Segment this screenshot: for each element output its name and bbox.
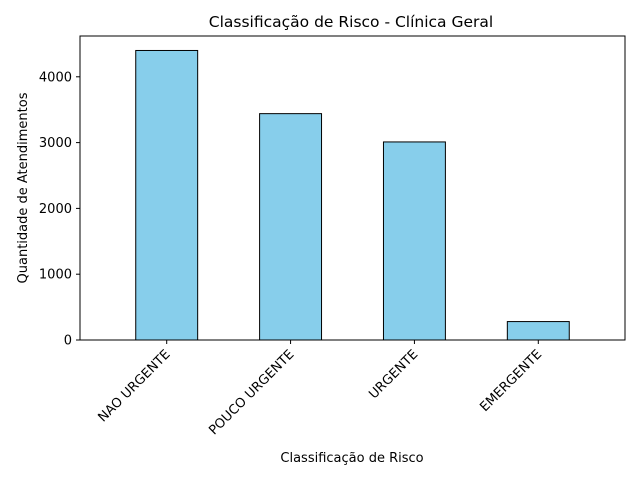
y-tick-label: 2000 [39, 202, 72, 217]
y-axis-label: Quantidade de Atendimentos [16, 92, 31, 283]
bar-pouco-urgente [259, 113, 323, 341]
bar-emergente [506, 321, 570, 341]
bar-urgente [382, 141, 446, 341]
y-tick-label: 4000 [39, 70, 72, 85]
x-axis-label: Classificação de Risco [280, 451, 423, 466]
y-tick-label: 0 [64, 334, 72, 349]
y-tick-label: 1000 [39, 268, 72, 283]
y-tick-label: 3000 [39, 136, 72, 151]
plot-area: 0 1000 2000 3000 4000 NAO URGENTE POUCO URGENT… [39, 35, 626, 438]
bar-nao-urgente [135, 49, 199, 341]
x-tick-label: URGENTE [366, 347, 421, 402]
x-tick-label: POUCO URGENTE [206, 347, 297, 438]
plot-frame [79, 35, 626, 341]
x-tick-label: EMERGENTE [477, 347, 545, 415]
x-tick-label: NAO URGENTE [95, 347, 173, 425]
chart-title: Classificação de Risco - Clínica Geral [209, 13, 493, 31]
